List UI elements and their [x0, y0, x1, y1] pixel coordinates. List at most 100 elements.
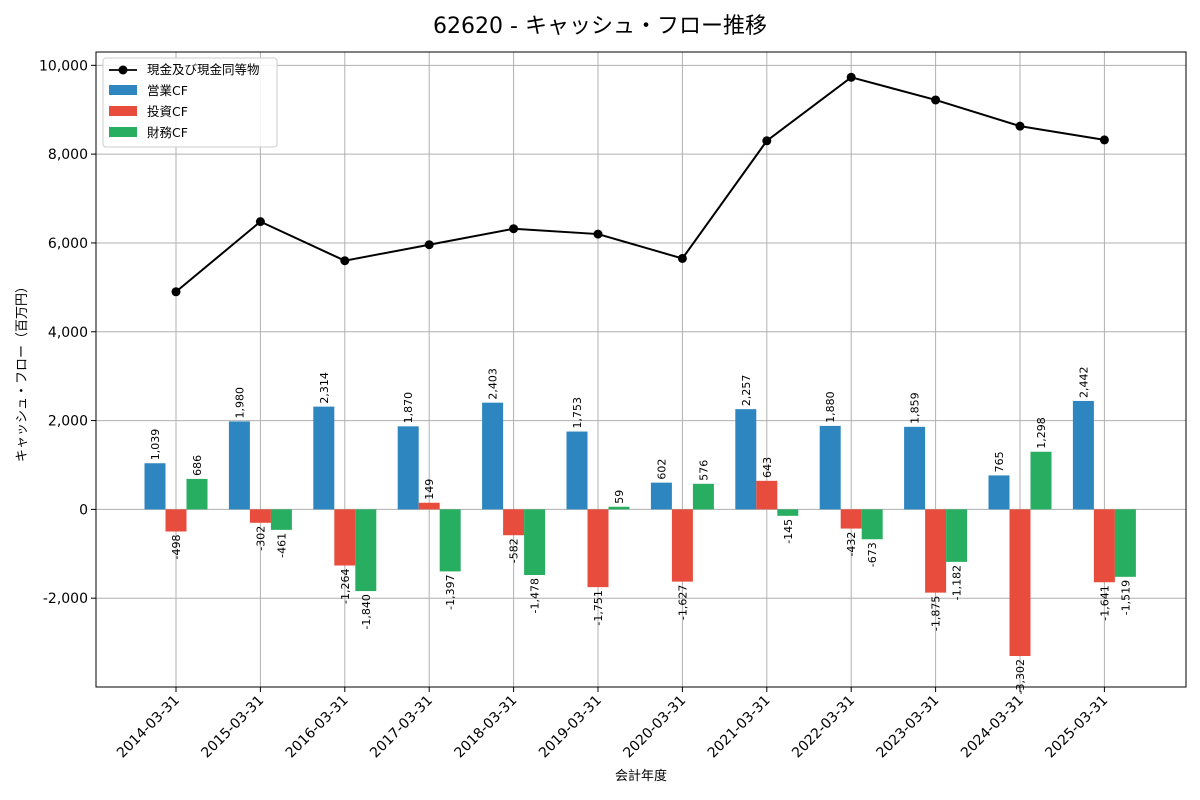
financing-cf-bar	[1030, 451, 1052, 510]
financing-cf-bar	[608, 506, 630, 510]
legend-label-cash: 現金及び現金同等物	[147, 62, 260, 77]
chart-title: 62620 - キャッシュ・フロー推移	[433, 14, 767, 39]
cash-equivalents-point	[1015, 121, 1025, 131]
x-tick-label: 2020-03-31	[620, 693, 689, 762]
investing-cf-label: -498	[170, 534, 183, 559]
y-tick-label: 6,000	[48, 236, 88, 252]
legend: 現金及び現金同等物 営業CF 投資CF 財務CF	[102, 57, 278, 148]
cash-equivalents-line	[175, 76, 1105, 293]
investing-cf-bar	[1009, 509, 1031, 657]
operating-cf-label: 1,753	[571, 397, 584, 429]
x-axis-ticks: 2014-03-31 2015-03-31 2016-03-31 2017-03-31…	[114, 687, 1111, 761]
x-tick-label: 2021-03-31	[705, 693, 774, 762]
operating-cf-label: 1,980	[233, 387, 246, 419]
financing-cf-bar	[355, 509, 377, 592]
investing-cf-bar	[756, 480, 778, 510]
investing-cf-label: -1,627	[676, 585, 689, 620]
investing-cf-bar	[587, 509, 609, 588]
financing-cf-label: -1,519	[1119, 580, 1132, 615]
legend-swatch-financing	[109, 127, 137, 137]
operating-cf-bar	[144, 463, 166, 510]
investing-cf-label: -1,751	[592, 590, 605, 625]
legend-label-financing: 財務CF	[147, 125, 188, 140]
y-tick-label: -2,000	[43, 591, 88, 607]
investing-cf-bar	[334, 509, 356, 566]
operating-cf-bar	[313, 406, 335, 510]
financing-cf-label: -1,182	[951, 565, 964, 600]
financing-cf-label: -461	[275, 533, 288, 558]
financing-cf-label: -1,478	[529, 578, 542, 613]
operating-cf-label: 1,039	[149, 429, 162, 461]
operating-cf-bar	[988, 475, 1010, 510]
operating-cf-bar	[650, 482, 672, 510]
investing-cf-label: -582	[508, 538, 521, 563]
legend-dot-marker	[118, 65, 128, 75]
investing-cf-label: -1,875	[930, 596, 943, 631]
investing-cf-bar	[1093, 509, 1115, 583]
financing-cf-label: -145	[782, 519, 795, 544]
legend-swatch-investing	[109, 106, 137, 116]
operating-cf-label: 2,314	[318, 372, 331, 404]
financing-cf-bar	[270, 509, 292, 530]
operating-cf-label: 602	[655, 459, 668, 480]
operating-cf-label: 1,880	[824, 391, 837, 423]
operating-cf-bar	[566, 431, 588, 510]
financing-cf-label: -673	[866, 542, 879, 567]
investing-cf-bar	[165, 509, 187, 532]
plot-frame	[95, 51, 1187, 688]
operating-cf-bar	[819, 425, 841, 510]
investing-cf-bar	[840, 509, 862, 529]
y-tick-label: 10,000	[39, 58, 88, 74]
x-tick-label: 2016-03-31	[283, 693, 352, 762]
legend-label-operating: 営業CF	[147, 83, 188, 98]
cash-equivalents-point	[593, 229, 603, 239]
cash-equivalents-point	[424, 240, 434, 250]
cash-equivalents-point	[762, 136, 772, 146]
cash-equivalents-point	[846, 72, 856, 82]
legend-label-investing: 投資CF	[147, 104, 188, 119]
operating-cf-bar	[397, 426, 419, 510]
operating-cf-bar	[228, 421, 250, 510]
investing-cf-bar	[925, 509, 947, 593]
x-tick-label: 2023-03-31	[874, 693, 943, 762]
legend-box	[102, 57, 278, 148]
operating-cf-bar	[904, 426, 926, 510]
bars-group	[144, 400, 1136, 657]
operating-cf-bar	[482, 402, 504, 510]
cash-equivalents-point	[509, 224, 519, 234]
investing-cf-bar	[418, 502, 440, 510]
cash-equivalents-point	[677, 253, 687, 263]
financing-cf-label: 576	[697, 460, 710, 481]
operating-cf-label: 2,257	[740, 375, 753, 407]
investing-cf-label: -3,302	[1014, 659, 1027, 694]
investing-cf-label: -1,264	[339, 569, 352, 604]
x-tick-label: 2014-03-31	[114, 693, 183, 762]
financing-cf-label: -1,397	[444, 574, 457, 609]
operating-cf-label: 765	[993, 451, 1006, 472]
x-axis-title: 会計年度	[615, 768, 667, 784]
financing-cf-label: 59	[613, 490, 626, 504]
cash-equivalents-point	[931, 95, 941, 105]
operating-cf-label: 1,870	[402, 392, 415, 424]
y-axis-title: キャッシュ・フロー（百万円）	[15, 280, 30, 462]
financing-cf-bar	[524, 509, 546, 576]
y-tick-label: 2,000	[48, 414, 88, 430]
x-tick-label: 2022-03-31	[789, 693, 858, 762]
cash-equivalents-point	[1099, 135, 1109, 145]
cash-equivalents-point	[255, 217, 265, 227]
financing-cf-bar	[946, 509, 968, 562]
investing-cf-label: -1,641	[1098, 585, 1111, 620]
investing-cf-bar	[503, 509, 525, 536]
financing-cf-bar	[777, 509, 799, 516]
y-axis-ticks: -2,000 0 2,000 4,000 6,000 8,000 10,000	[39, 58, 96, 607]
x-tick-label: 2019-03-31	[536, 693, 605, 762]
investing-cf-label: -432	[845, 532, 858, 557]
x-tick-label: 2015-03-31	[198, 693, 267, 762]
financing-cf-label: 686	[191, 455, 204, 476]
investing-cf-bar	[671, 509, 693, 582]
operating-cf-bar	[1072, 400, 1094, 510]
operating-cf-label: 2,403	[487, 368, 500, 399]
financing-cf-bar	[692, 483, 714, 510]
y-tick-label: 8,000	[48, 147, 88, 163]
